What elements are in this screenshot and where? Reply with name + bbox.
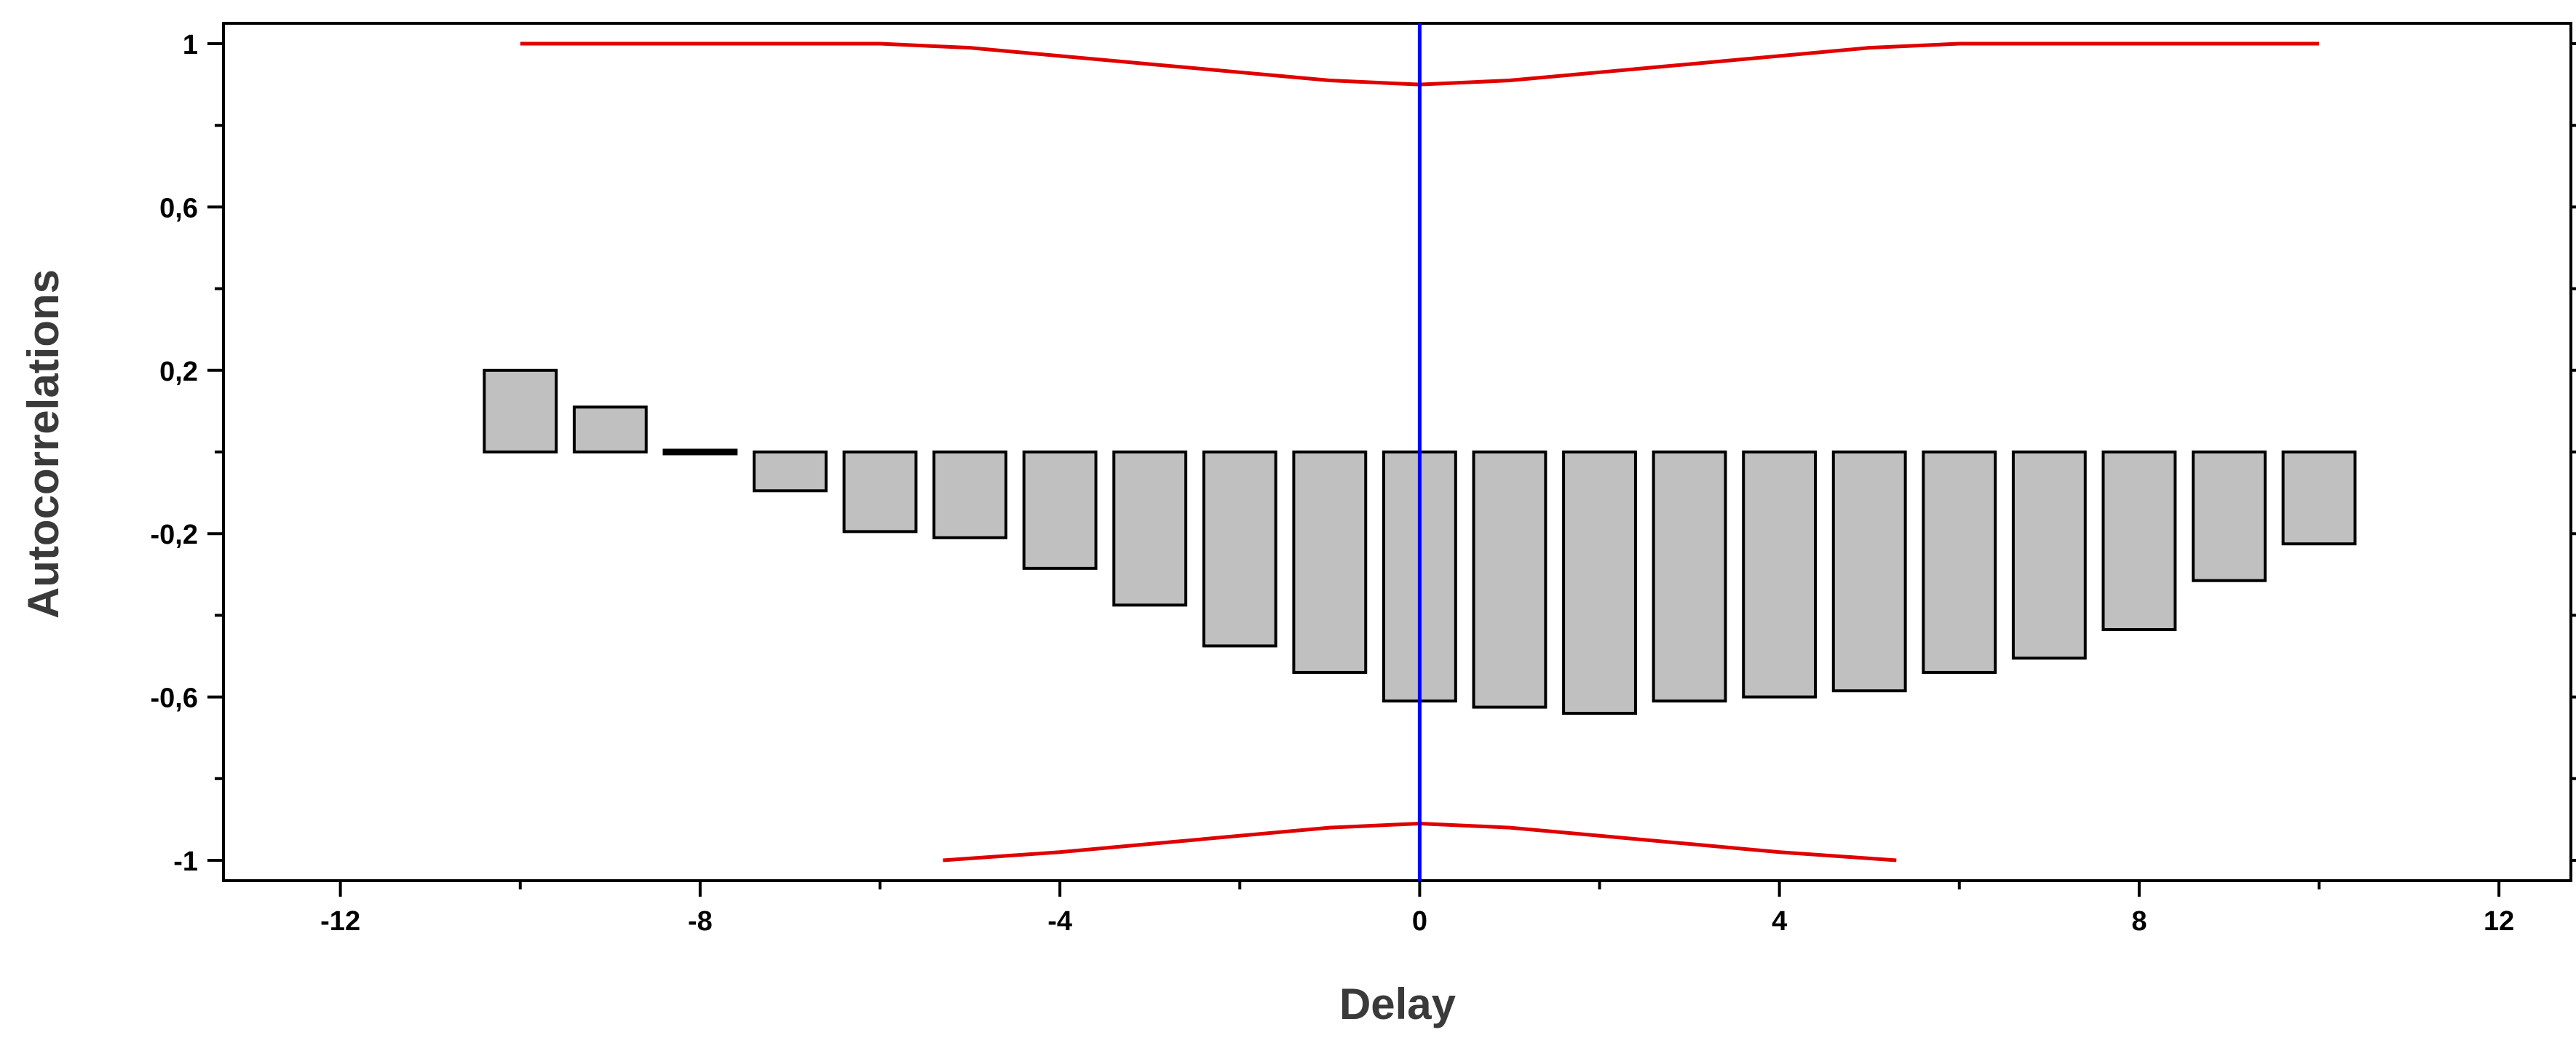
bar (2192, 451, 2267, 582)
y-tick-label: 0,6 (159, 193, 198, 223)
bar (1562, 451, 1637, 715)
x-tick-label: -12 (320, 906, 360, 937)
x-tick-label: -4 (1047, 906, 1072, 937)
bar (2011, 451, 2087, 660)
bar (753, 451, 828, 493)
bar (662, 448, 738, 456)
y-tick-label: -0,6 (151, 683, 198, 714)
bar (1922, 451, 1997, 674)
bar (1202, 451, 1277, 648)
y-tick-label: -0,2 (151, 520, 198, 550)
bar (2281, 451, 2357, 546)
bar (1652, 451, 1727, 703)
x-tick-label: 12 (2484, 906, 2514, 937)
bar (2101, 451, 2177, 632)
y-tick-label: 1 (183, 30, 198, 60)
y-tick-label: 0,2 (159, 357, 198, 387)
bar (1112, 451, 1188, 607)
bar (483, 368, 558, 453)
x-tick-label: 4 (1772, 906, 1787, 937)
y-axis-title: Autocorrelations (19, 269, 68, 619)
x-tick-label: -8 (688, 906, 713, 937)
x-tick-label: 8 (2131, 906, 2147, 937)
bar (842, 451, 918, 534)
bar (572, 405, 648, 453)
x-axis-ticks: -12 -8 -4 0 4 8 12 (320, 881, 2514, 937)
x-axis-title: Delay (1339, 980, 1457, 1028)
bar (1292, 451, 1368, 674)
y-axis-ticks: 1 0,6 0,2 -0,2 -0,6 -1 (151, 30, 2576, 877)
bar (1022, 451, 1098, 570)
bar (1831, 451, 1907, 693)
y-tick-label: -1 (173, 846, 198, 877)
bar (1742, 451, 1818, 699)
bar (932, 451, 1007, 539)
bar (1472, 451, 1547, 709)
x-tick-label: 0 (1412, 906, 1427, 937)
